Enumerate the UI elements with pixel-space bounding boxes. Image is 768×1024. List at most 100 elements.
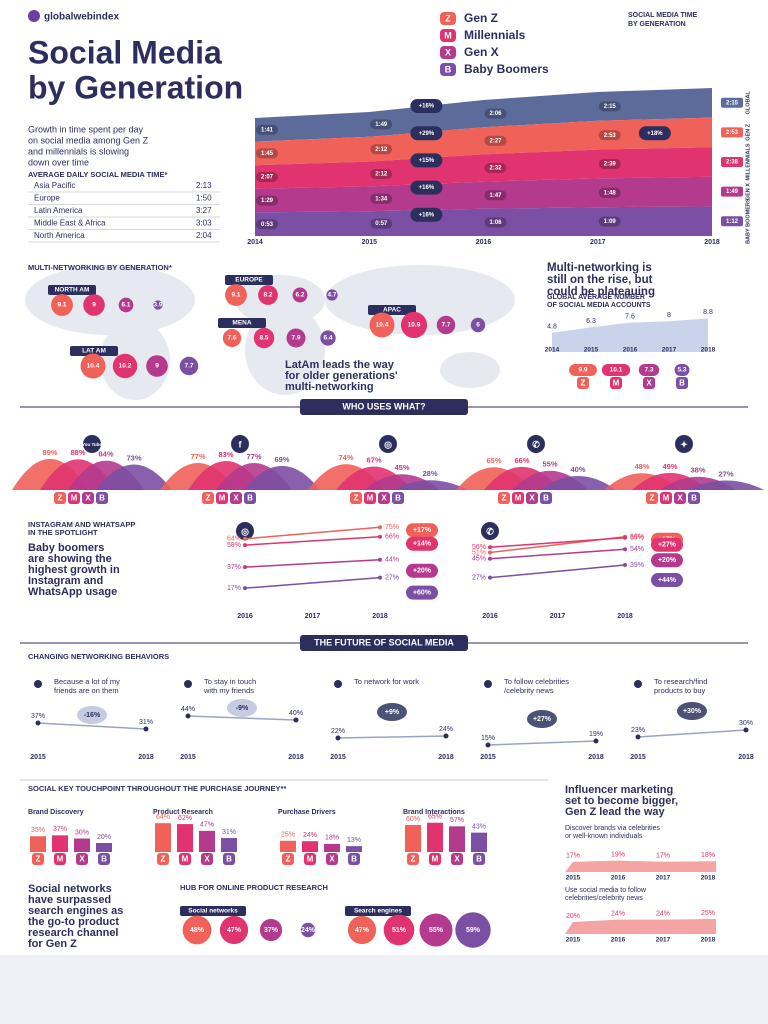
usage-hump: [688, 480, 764, 490]
behavior-icon: [34, 680, 42, 688]
research-value: 37%: [264, 927, 279, 934]
time-tag: [370, 218, 393, 229]
growth-dot: [243, 536, 247, 541]
legend-name: Gen Z: [464, 11, 498, 25]
time-value: 2:32: [489, 166, 502, 172]
generation-badge: [378, 492, 390, 504]
time-value: 2:12: [375, 147, 388, 153]
change-label: +44%: [658, 577, 677, 584]
generation-badge: [577, 377, 589, 389]
change-bubble: [77, 706, 107, 724]
behavior-dot: [335, 735, 341, 741]
bubble-value: 10.1: [610, 367, 623, 374]
bubble-value: 10.2: [119, 363, 132, 370]
growth-line: [244, 535, 381, 546]
bubble-value: 10.4: [376, 322, 389, 329]
time-value: 1:09: [604, 219, 617, 225]
behavior-dot: [293, 717, 299, 723]
growth-dot: [378, 557, 382, 562]
badge-letter: B: [679, 379, 685, 388]
badge-letter: Z: [581, 379, 586, 388]
time-value: 2:53: [604, 133, 617, 139]
badge-letter: X: [233, 494, 239, 503]
generation-badge: [674, 492, 686, 504]
badge-letter: B: [351, 855, 357, 864]
year: 2018: [438, 754, 454, 761]
generation-badge: [350, 492, 362, 504]
accounts-bubble: [369, 312, 395, 338]
year: 2015: [480, 754, 496, 761]
section-title: IN THE SPOTLIGHT: [28, 528, 98, 537]
generation-badge: [540, 492, 552, 504]
headline: have surpassed: [28, 894, 111, 906]
chart-label: Discover brands via celebrities: [565, 825, 660, 832]
legend-letter: M: [444, 30, 452, 40]
bubble-value: 7.6: [227, 335, 236, 342]
usage-value: 48%: [634, 462, 649, 471]
chart-title: BY GENERATION: [628, 21, 686, 28]
time-value: 2:12: [375, 172, 388, 178]
badge-letter: B: [691, 494, 697, 503]
accounts-value: 7.6: [625, 313, 635, 320]
bubble-value: 7.9: [291, 335, 300, 342]
bubble-value: 7.7: [184, 363, 193, 370]
section-title: SOCIAL KEY TOUCHPOINT THROUGHOUT THE PUR…: [28, 784, 286, 793]
year: 2017: [305, 613, 321, 620]
table-label: Asia Pacific: [34, 181, 75, 190]
generation-badge: [282, 853, 294, 865]
change-label: +16%: [419, 104, 435, 110]
growth-dot: [623, 547, 627, 552]
bubble-value: 10.9: [408, 322, 421, 329]
section-title: MULTI-NETWORKING BY GENERATION*: [28, 263, 172, 272]
accounts-bubble: [258, 285, 278, 305]
generation-badge: [96, 492, 108, 504]
badge-letter: X: [204, 855, 210, 864]
behavior-icon: [484, 680, 492, 688]
badge-letter: Z: [206, 494, 211, 503]
touchpoint-bar: [427, 822, 443, 852]
generation-badge: [610, 377, 622, 389]
growth-value: 39%: [630, 562, 644, 569]
behavior-dot: [635, 734, 641, 740]
time-value: 2:39: [604, 162, 617, 168]
change-bubble: [527, 710, 557, 728]
year: 2018: [701, 347, 716, 354]
chart-label: celebrities/celebrity news: [565, 895, 643, 902]
generation-badge: [688, 492, 700, 504]
behavior-value: 19%: [589, 731, 603, 738]
platform-icon: [527, 435, 545, 453]
touchpoint-value: 13%: [347, 837, 361, 844]
generation-badge: [98, 853, 110, 865]
change-bubble: [677, 702, 707, 720]
region-tag: [368, 305, 416, 315]
headline: highest growth in: [28, 564, 120, 576]
brand: globalwebindex: [44, 12, 119, 23]
growth-dot: [378, 525, 382, 530]
influencer-value: 20%: [566, 913, 580, 920]
growth-value: 37%: [227, 564, 241, 571]
growth-line: [489, 564, 626, 579]
headline: could be plateauing: [547, 286, 655, 298]
table-value: 3:27: [196, 206, 212, 215]
usage-value: 55%: [542, 460, 557, 469]
growth-dot: [488, 545, 492, 550]
growth-dot: [243, 543, 247, 548]
touchpoint-bar: [30, 836, 46, 852]
badge-letter: X: [79, 855, 85, 864]
generation-badge: [223, 853, 235, 865]
channel-name: Social networks: [188, 908, 238, 915]
influencer-value: 17%: [656, 853, 670, 860]
influencer-value: 24%: [656, 910, 670, 917]
intro: Growth in time spent per day: [28, 124, 144, 134]
usage-value: 67%: [366, 456, 381, 465]
bubble-value: 6.1: [121, 302, 130, 309]
headline: Instagram and: [28, 575, 103, 587]
generation-badge: [68, 492, 80, 504]
generation-badge: [392, 492, 404, 504]
accounts-pill: [638, 364, 660, 376]
subtitle: GLOBAL AVERAGE NUMBER: [547, 294, 645, 301]
research-value: 48%: [190, 927, 205, 934]
time-value: 2:15: [726, 100, 739, 106]
channel-name: Search engines: [354, 908, 402, 915]
headline: research channel: [28, 927, 119, 939]
